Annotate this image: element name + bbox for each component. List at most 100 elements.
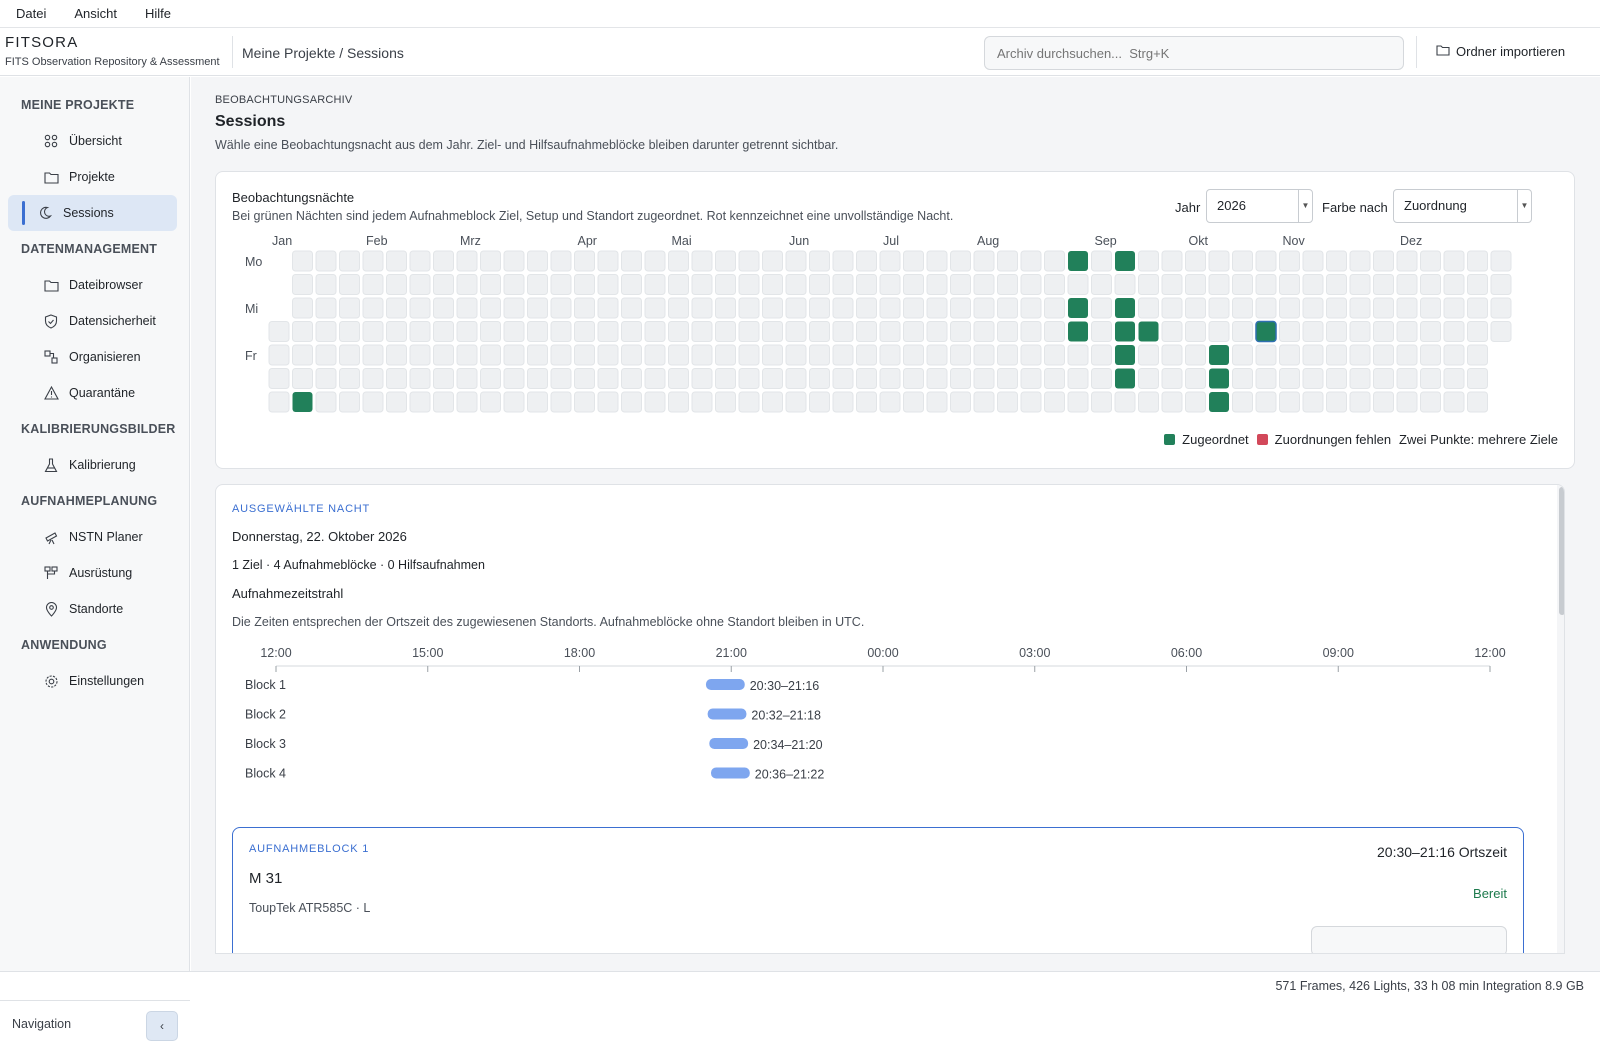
day-cell[interactable] <box>973 344 995 366</box>
day-cell[interactable] <box>1020 368 1042 389</box>
day-cell[interactable] <box>1161 321 1183 342</box>
day-cell[interactable] <box>292 274 313 295</box>
day-cell[interactable] <box>362 391 384 413</box>
day-cell[interactable] <box>1373 297 1394 319</box>
day-cell[interactable] <box>1138 250 1159 272</box>
day-cell[interactable] <box>362 344 384 366</box>
day-cell[interactable] <box>1161 250 1183 272</box>
day-cell[interactable] <box>550 274 572 295</box>
timeline-block-bar[interactable] <box>707 708 747 720</box>
day-cell[interactable] <box>738 391 760 413</box>
day-cell[interactable] <box>433 250 454 272</box>
day-cell[interactable] <box>973 368 995 389</box>
day-cell[interactable] <box>997 297 1018 319</box>
day-cell[interactable] <box>503 344 525 366</box>
day-cell[interactable] <box>644 391 666 413</box>
day-cell[interactable] <box>738 250 760 272</box>
day-cell[interactable] <box>527 250 548 272</box>
day-cell[interactable] <box>762 250 783 272</box>
day-cell[interactable] <box>1185 250 1206 272</box>
import-folder-button[interactable]: Ordner importieren <box>1436 44 1565 59</box>
day-cell[interactable] <box>456 391 478 413</box>
day-cell[interactable] <box>668 391 689 413</box>
day-cell[interactable] <box>1138 274 1159 295</box>
day-cell[interactable] <box>809 368 830 389</box>
day-cell[interactable] <box>1067 274 1089 295</box>
day-cell[interactable] <box>715 344 736 366</box>
day-cell[interactable] <box>1020 321 1042 342</box>
day-cell-assigned[interactable] <box>1209 368 1229 389</box>
day-cell[interactable] <box>809 391 830 413</box>
day-cell[interactable] <box>879 297 901 319</box>
day-cell[interactable] <box>386 250 407 272</box>
day-cell[interactable] <box>597 391 619 413</box>
day-cell[interactable] <box>1067 391 1089 413</box>
day-cell[interactable] <box>574 274 595 295</box>
day-cell[interactable] <box>1467 250 1488 272</box>
day-cell[interactable] <box>1373 321 1394 342</box>
day-cell[interactable] <box>950 297 971 319</box>
day-cell-assigned[interactable] <box>292 392 313 412</box>
day-cell[interactable] <box>1279 368 1300 389</box>
day-cell[interactable] <box>409 297 431 319</box>
day-cell-assigned[interactable] <box>1115 345 1135 365</box>
sidebar-item-dateibrowser[interactable]: Dateibrowser <box>8 267 177 303</box>
day-cell[interactable] <box>1396 321 1418 342</box>
day-cell[interactable] <box>1255 368 1277 389</box>
day-cell-assigned[interactable] <box>1068 298 1088 318</box>
day-cell[interactable] <box>879 250 901 272</box>
day-cell[interactable] <box>1349 274 1371 295</box>
day-cell[interactable] <box>1091 274 1112 295</box>
day-cell-assigned[interactable] <box>1068 251 1088 271</box>
day-cell[interactable] <box>1232 321 1253 342</box>
day-cell[interactable] <box>621 368 642 389</box>
day-cell[interactable] <box>433 297 454 319</box>
day-cell[interactable] <box>1326 368 1347 389</box>
day-cell[interactable] <box>1302 274 1324 295</box>
day-cell[interactable] <box>339 274 360 295</box>
day-cell[interactable] <box>527 368 548 389</box>
day-cell[interactable] <box>668 274 689 295</box>
day-cell[interactable] <box>409 321 431 342</box>
day-cell[interactable] <box>691 368 713 389</box>
day-cell[interactable] <box>456 368 478 389</box>
day-cell[interactable] <box>1161 274 1183 295</box>
day-cell[interactable] <box>997 274 1018 295</box>
day-cell[interactable] <box>1161 368 1183 389</box>
day-cell[interactable] <box>1044 391 1065 413</box>
day-cell[interactable] <box>550 250 572 272</box>
day-cell[interactable] <box>527 321 548 342</box>
day-cell[interactable] <box>550 344 572 366</box>
day-cell[interactable] <box>715 274 736 295</box>
day-cell[interactable] <box>832 391 854 413</box>
day-cell[interactable] <box>362 250 384 272</box>
day-cell[interactable] <box>785 297 807 319</box>
day-cell[interactable] <box>903 274 924 295</box>
menu-hilfe[interactable]: Hilfe <box>145 6 172 21</box>
day-cell-assigned[interactable] <box>1115 251 1135 271</box>
day-cell[interactable] <box>315 368 337 389</box>
day-cell[interactable] <box>268 368 290 389</box>
timeline-block-bar[interactable] <box>711 767 750 779</box>
day-cell[interactable] <box>1044 321 1065 342</box>
day-cell[interactable] <box>597 297 619 319</box>
day-cell[interactable] <box>1044 274 1065 295</box>
day-cell-assigned[interactable] <box>1068 321 1088 342</box>
day-cell[interactable] <box>738 368 760 389</box>
menu-datei[interactable]: Datei <box>16 6 47 21</box>
day-cell[interactable] <box>362 321 384 342</box>
day-cell[interactable] <box>292 250 313 272</box>
day-cell[interactable] <box>503 250 525 272</box>
day-cell[interactable] <box>1420 344 1441 366</box>
day-cell[interactable] <box>668 368 689 389</box>
day-cell[interactable] <box>1326 391 1347 413</box>
day-cell[interactable] <box>715 391 736 413</box>
day-cell[interactable] <box>715 321 736 342</box>
day-cell[interactable] <box>339 391 360 413</box>
day-cell[interactable] <box>268 321 290 342</box>
day-cell[interactable] <box>621 391 642 413</box>
day-cell[interactable] <box>480 344 501 366</box>
day-cell[interactable] <box>386 344 407 366</box>
day-cell[interactable] <box>1279 250 1300 272</box>
day-cell[interactable] <box>315 344 337 366</box>
